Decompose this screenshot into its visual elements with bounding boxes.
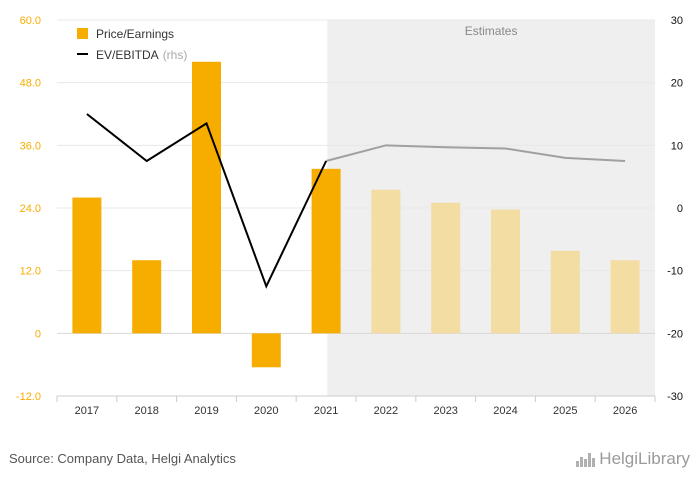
legend-label-price-earnings: Price/Earnings (96, 27, 174, 41)
legend: Price/Earnings EV/EBITDA (rhs) (77, 27, 187, 62)
brand-bars-icon (576, 451, 596, 467)
brand-logo: HelgiLibrary (576, 449, 690, 469)
bar-price-earnings (72, 197, 102, 334)
y-tick-label-left: 60.0 (20, 15, 41, 27)
y-tick-label-left: 0 (35, 328, 41, 340)
x-tick-label: 2022 (374, 405, 398, 417)
y-tick-label-left: 48.0 (20, 78, 41, 90)
estimates-label: Estimates (465, 24, 518, 38)
y-tick-label-left: 12.0 (20, 266, 41, 278)
source-note: Source: Company Data, Helgi Analytics (9, 451, 236, 466)
left-axis: 60.0 48.0 36.0 24.0 12.0 0 -12.0 (16, 15, 41, 403)
chart-svg: Estimates 60.0 48.0 36.0 24.0 12.0 0 -12.0 30 2… (16, 15, 683, 417)
x-tick-label: 2018 (134, 405, 158, 417)
x-tick-label: 2026 (613, 405, 637, 417)
y-tick-label-left: 36.0 (20, 140, 41, 152)
y-tick-label-right: 30 (671, 15, 683, 27)
x-tick-label: 2024 (493, 405, 517, 417)
x-tick-label: 2017 (75, 405, 99, 417)
lines (86, 113, 626, 289)
bar-price-earnings (132, 260, 162, 334)
x-tick-label: 2023 (433, 405, 457, 417)
y-tick-label-left: -12.0 (16, 391, 41, 403)
bars (72, 61, 640, 368)
bar-price-earnings (431, 202, 461, 334)
right-axis: 30 20 10 0 -10 -20 -30 (667, 15, 683, 403)
y-tick-label-right: 0 (677, 203, 683, 215)
bar-price-earnings (311, 168, 341, 334)
bar-price-earnings (251, 333, 281, 368)
y-tick-label-right: -20 (667, 328, 683, 340)
brand-name: HelgiLibrary (599, 449, 690, 468)
y-tick-label-right: 10 (671, 140, 683, 152)
x-tick-label: 2025 (553, 405, 577, 417)
x-tick-label: 2021 (314, 405, 338, 417)
y-tick-label-left: 24.0 (20, 203, 41, 215)
bar-price-earnings (491, 209, 520, 334)
bar-price-earnings (550, 250, 580, 334)
legend-label-ev-ebitda-suffix: (rhs) (163, 48, 188, 62)
legend-swatch-price-earnings (77, 28, 88, 39)
bar-price-earnings (192, 61, 221, 334)
y-tick-label-right: 20 (671, 78, 683, 90)
y-tick-label-right: -10 (667, 266, 683, 278)
x-tick-label: 2020 (254, 405, 278, 417)
line-ev-ebitda (86, 113, 328, 289)
line-ev-ebitda-estimates (325, 144, 626, 162)
legend-label-ev-ebitda-name: EV/EBITDA (96, 48, 159, 62)
bar-price-earnings (610, 260, 640, 334)
x-axis: 2017 2018 2019 2020 2021 2022 2023 2024 2025 2026 (56, 395, 656, 417)
legend-label-ev-ebitda: EV/EBITDA (rhs) (96, 48, 187, 62)
x-tick-label: 2019 (194, 405, 218, 417)
y-tick-label-right: -30 (667, 391, 683, 403)
bar-price-earnings (371, 189, 401, 334)
